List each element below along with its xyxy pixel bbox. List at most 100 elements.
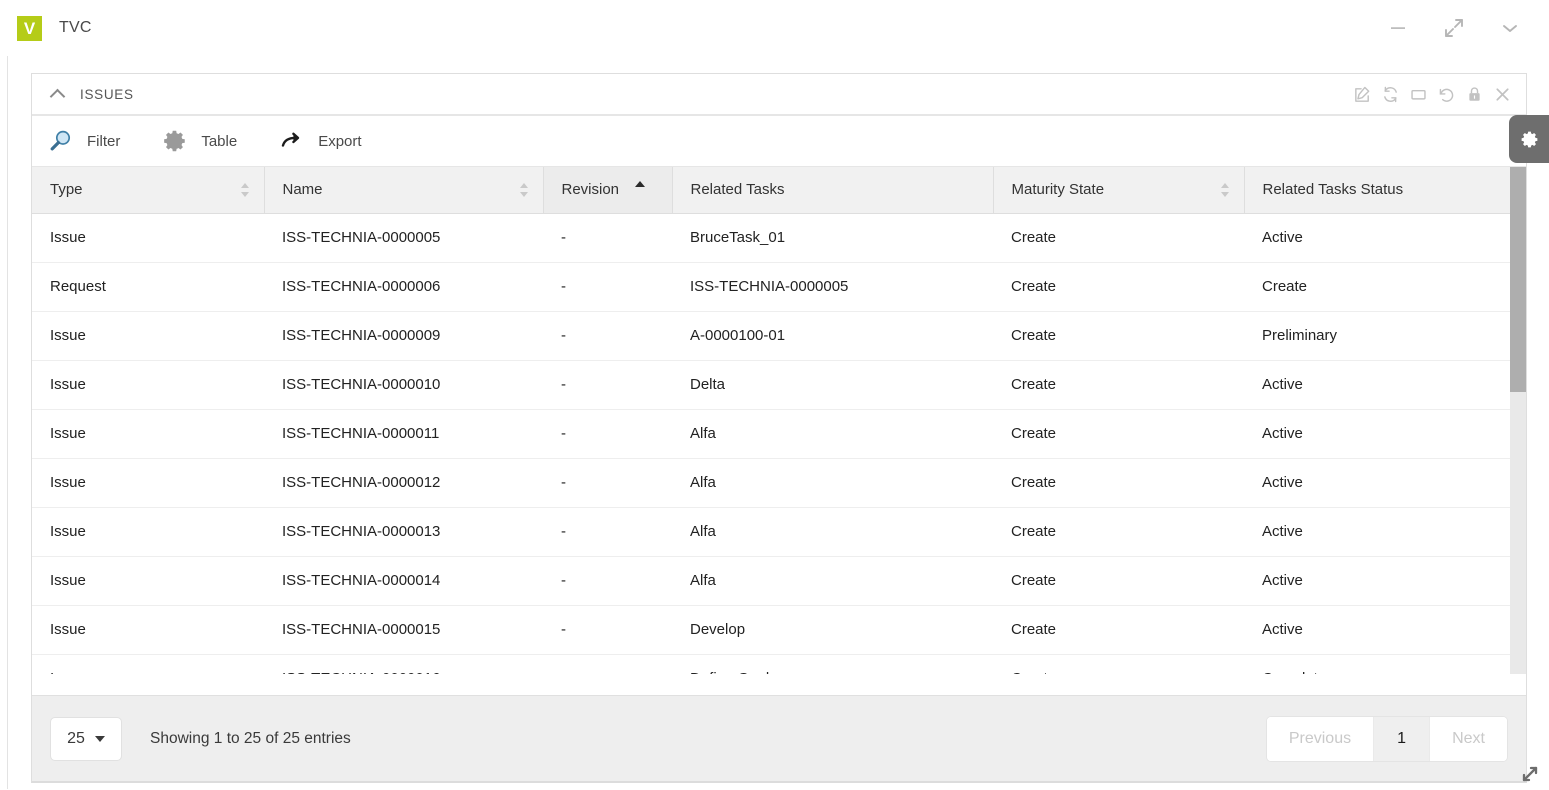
window-collapse-button[interactable] [1497, 15, 1523, 41]
pagination-next-button[interactable]: Next [1430, 716, 1507, 761]
cell-revision: - [543, 605, 672, 655]
cell-maturity-state: Create [993, 409, 1244, 459]
portlet-header: ISSUES [32, 74, 1526, 116]
column-header-related-tasks-label: Related Tasks [690, 181, 785, 199]
cell-type: Issue [32, 556, 264, 606]
cell-related-tasks: Alfa [672, 409, 993, 459]
lock-icon [1468, 86, 1480, 101]
cell-name: ISS-TECHNIA-0000011 [264, 409, 543, 459]
sort-indicator-maturity-state[interactable] [1220, 182, 1230, 198]
resize-arrow-icon [1522, 766, 1538, 782]
minimize-button[interactable] [1385, 15, 1411, 41]
column-header-revision[interactable]: Revision [543, 167, 673, 214]
lock-button[interactable] [1463, 83, 1485, 105]
cell-revision: - [543, 507, 672, 557]
filter-button[interactable]: Filter [46, 126, 120, 156]
table-toolbar: Filter Table Export [32, 116, 1526, 166]
resize-handle[interactable] [1519, 763, 1541, 785]
sort-indicator-name[interactable] [519, 182, 529, 198]
table-row[interactable]: Issue ISS-TECHNIA-0000009- A-0000100-01 Cre… [32, 311, 1510, 361]
column-header-type[interactable]: Type [32, 167, 265, 214]
pagination-page-1-button[interactable]: 1 [1374, 716, 1431, 761]
table-row[interactable]: Request ISS-TECHNIA-0000006- ISS-TECHNIA-0… [32, 262, 1510, 312]
cell-type: Issue [32, 458, 264, 508]
cell-maturity-state: Create [993, 654, 1244, 674]
sort-indicator-type[interactable] [240, 182, 250, 198]
table-row[interactable]: Issue ISS-TECHNIA-0000010- Delta Create Acti… [32, 360, 1510, 410]
portlet-title: ISSUES [80, 86, 134, 102]
portlet-toolbar [1351, 83, 1513, 105]
table-settings-button[interactable]: Table [160, 126, 237, 156]
minimize-icon [1391, 27, 1405, 29]
cell-related-tasks: Develop [672, 605, 993, 655]
cell-related-tasks-status: Active [1244, 360, 1510, 410]
sort-indicator-revision-asc[interactable] [635, 181, 646, 188]
column-header-related-tasks[interactable]: Related Tasks [672, 167, 994, 214]
cell-related-tasks-status: Active [1244, 605, 1510, 655]
cell-revision: - [543, 654, 672, 674]
table-row[interactable]: Issue ISS-TECHNIA-0000013- Alfa Create Activ… [32, 507, 1510, 557]
column-header-related-tasks-status[interactable]: Related Tasks Status [1244, 167, 1510, 214]
cell-related-tasks-status: Active [1244, 507, 1510, 557]
export-button[interactable]: Export [277, 126, 362, 156]
export-label: Export [318, 132, 362, 150]
column-header-name[interactable]: Name [264, 167, 544, 214]
gear-icon [160, 126, 190, 156]
page-length-select[interactable]: 25 [50, 716, 122, 761]
issues-portlet: ISSUES [31, 73, 1527, 783]
chevron-down-icon [94, 735, 105, 742]
scrollbar-thumb[interactable] [1510, 167, 1526, 392]
refresh-button[interactable] [1379, 83, 1401, 105]
column-header-type-label: Type [50, 181, 83, 199]
cell-maturity-state: Create [993, 213, 1244, 263]
cell-type: Issue [32, 507, 264, 557]
cell-type: Issue [32, 605, 264, 655]
settings-tab-button[interactable] [1509, 115, 1549, 163]
titlebar-brand: V TVC [0, 15, 92, 41]
column-header-revision-label: Revision [561, 181, 620, 199]
revert-button[interactable] [1435, 83, 1457, 105]
cell-related-tasks-status: Preliminary [1244, 311, 1510, 361]
table-row[interactable]: Issue ISS-TECHNIA-0000005- BruceTask_01 Cre… [32, 213, 1510, 263]
table-row[interactable]: Issue ISS-TECHNIA-0000011- Alfa Create Activ… [32, 409, 1510, 459]
cell-name: ISS-TECHNIA-0000010 [264, 360, 543, 410]
column-header-maturity-state[interactable]: Maturity State [993, 167, 1245, 214]
maximize-icon [1410, 89, 1426, 100]
cell-type: Issue [32, 409, 264, 459]
cell-name: ISS-TECHNIA-0000006 [264, 262, 543, 312]
table-body: Issue ISS-TECHNIA-0000005- BruceTask_01 Cre… [32, 213, 1510, 674]
chevron-up-icon[interactable] [50, 86, 66, 102]
close-button[interactable] [1491, 83, 1513, 105]
cell-related-tasks: ISS-TECHNIA-0000005 [672, 262, 993, 312]
close-icon [1495, 87, 1509, 101]
cell-related-tasks: Delta [672, 360, 993, 410]
cell-maturity-state: Create [993, 311, 1244, 361]
share-arrow-icon [277, 126, 307, 156]
table-row[interactable]: Issue ISS-TECHNIA-0000012- Alfa Create Activ… [32, 458, 1510, 508]
cell-name: ISS-TECHNIA-0000015 [264, 605, 543, 655]
cell-related-tasks-status: Active [1244, 556, 1510, 606]
page-length-value: 25 [67, 729, 85, 747]
cell-related-tasks-status: Active [1244, 409, 1510, 459]
cell-maturity-state: Create [993, 605, 1244, 655]
expand-button[interactable] [1441, 15, 1467, 41]
cell-revision: - [543, 556, 672, 606]
cell-related-tasks: A-0000100-01 [672, 311, 993, 361]
gear-icon [1521, 131, 1537, 147]
edit-button[interactable] [1351, 83, 1373, 105]
vertical-scrollbar[interactable] [1510, 167, 1526, 674]
cell-maturity-state: Create [993, 262, 1244, 312]
window-controls [1385, 15, 1549, 41]
edit-square-icon [1354, 86, 1369, 102]
cell-type: Issue [32, 213, 264, 263]
table-row[interactable]: Issue ISS-TECHNIA-0000014- Alfa Create Activ… [32, 556, 1510, 606]
cell-revision: - [543, 458, 672, 508]
logo-letter: V [23, 18, 36, 38]
table-row[interactable]: Issue ISS-TECHNIA-0000015- Develop Create Ac… [32, 605, 1510, 655]
pagination: Previous 1 Next [1265, 715, 1508, 762]
maximize-button[interactable] [1407, 83, 1429, 105]
cell-type: Issue [32, 311, 264, 361]
column-header-name-label: Name [282, 181, 323, 199]
pagination-previous-button[interactable]: Previous [1266, 716, 1375, 761]
